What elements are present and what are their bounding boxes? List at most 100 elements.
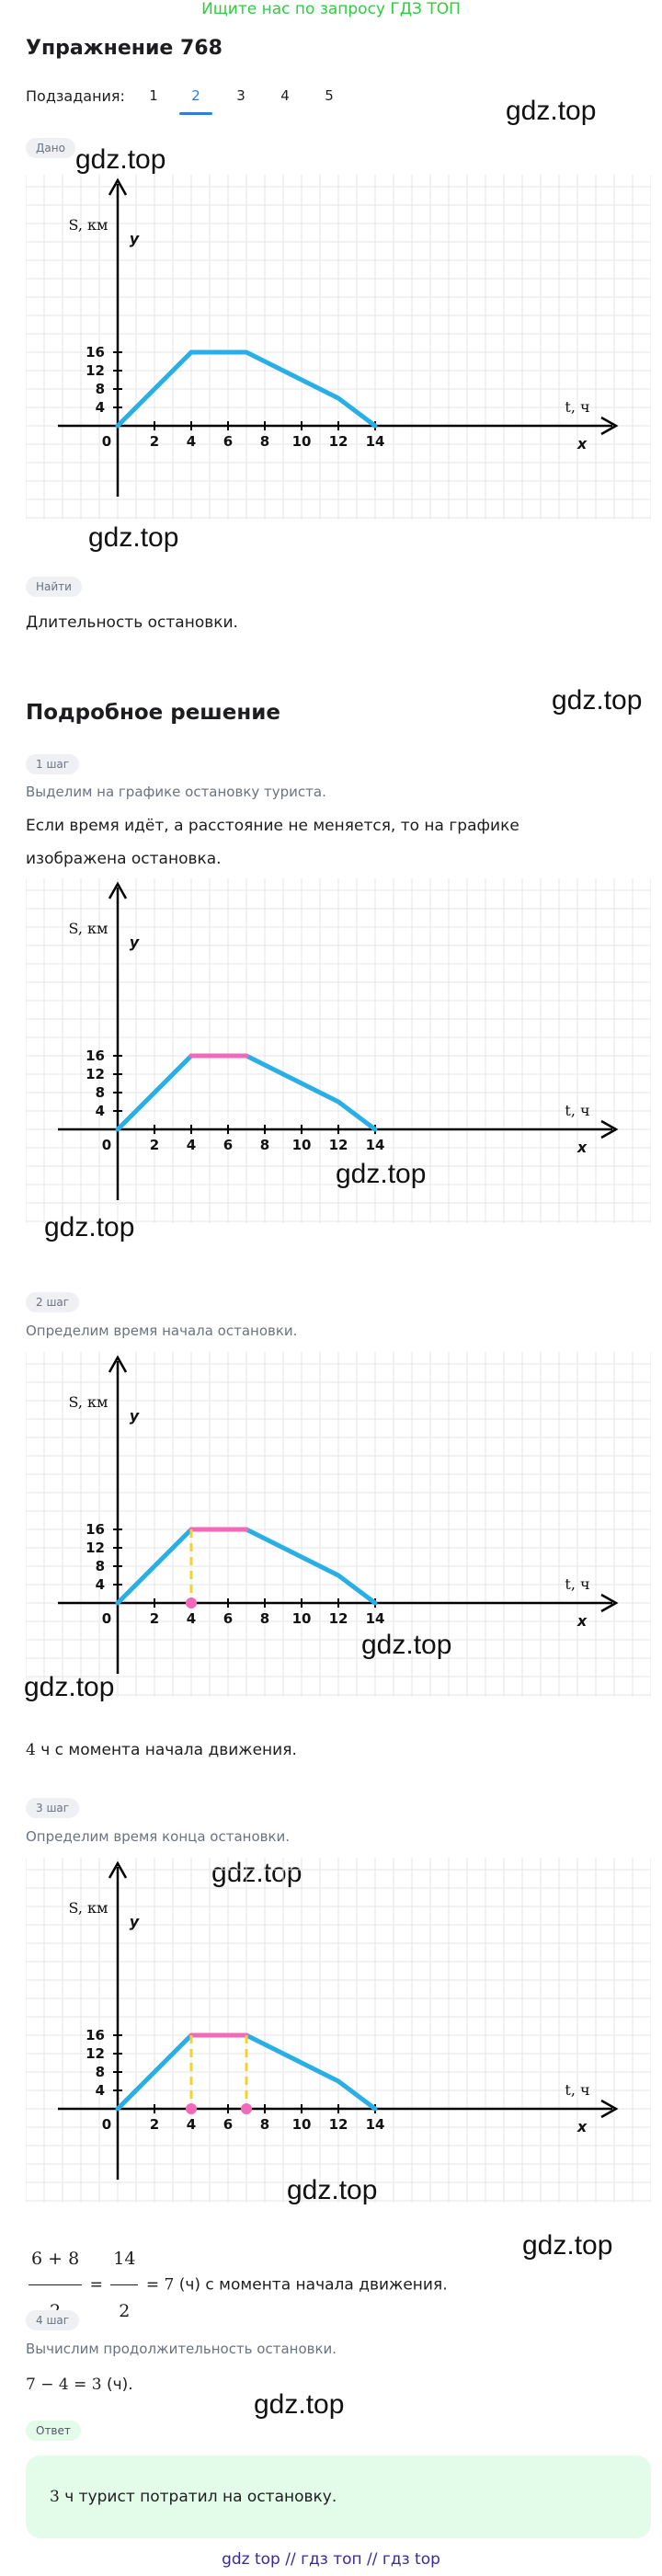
y-axis-arrow — [108, 881, 128, 899]
y-axis-label: S, км — [68, 920, 108, 937]
watermark: gdz.top — [287, 2175, 378, 2205]
x-tick-label: 6 — [223, 433, 233, 450]
y-tick-label: 8 — [96, 1084, 105, 1101]
x-tick-label: 12 — [329, 433, 348, 450]
y-tick-label: 8 — [96, 381, 105, 397]
x-tick-label: 10 — [292, 433, 312, 450]
x-tick-label: 14 — [366, 1610, 385, 1627]
step4-result: 7 − 4 = 3 (ч). — [26, 2376, 133, 2394]
search-banner: Ищите нас по запросу ГДЗ ТОП — [201, 0, 461, 18]
watermark: gdz.top — [24, 1672, 115, 1702]
x-tick-label: 6 — [223, 1137, 233, 1153]
subtask-tab-2[interactable]: 2 — [191, 87, 200, 104]
x-axis-label: t, ч — [565, 1102, 589, 1119]
origin-label: 0 — [102, 1137, 111, 1153]
origin-label: 0 — [102, 1610, 111, 1627]
x-tick-label: 4 — [187, 1137, 196, 1153]
x-tick-label: 10 — [292, 2116, 312, 2133]
step4-tag: 4 шаг — [26, 2310, 80, 2330]
solution-heading: Подробное решение — [26, 701, 280, 725]
x-axis-arrow — [600, 2099, 619, 2119]
watermark: gdz.top — [88, 522, 179, 553]
step1-subtitle: Выделим на графике остановку туриста. — [26, 784, 326, 800]
x-tick-label: 2 — [150, 433, 159, 450]
watermark: gdz.top — [75, 144, 166, 175]
y-tick-label: 8 — [96, 2064, 105, 2080]
footer-links[interactable]: gdz top // гдз топ // гдз top — [222, 2550, 440, 2569]
x-tick-label: 10 — [292, 1137, 312, 1153]
watermark: gdz.top — [522, 2230, 613, 2261]
time-marker — [186, 2103, 197, 2114]
x-axis-arrow — [600, 1119, 619, 1139]
given-tag: Дано — [26, 138, 75, 158]
subtask-tab-1[interactable]: 1 — [149, 87, 158, 104]
page-title: Упражнение 768 — [26, 37, 223, 60]
y-axis-label: S, км — [68, 1899, 108, 1917]
x-tick-label: 8 — [260, 1610, 269, 1627]
y-tick-label: 8 — [96, 1558, 105, 1574]
find-tag: Найти — [26, 577, 82, 597]
watermark: gdz.top — [211, 1858, 302, 1888]
x-axis-arrow — [600, 1593, 619, 1613]
chart-grid — [26, 878, 651, 1223]
y-tick-label: 4 — [96, 399, 105, 416]
x-tick-label: 14 — [366, 2116, 385, 2133]
x-tick-label: 2 — [150, 1610, 159, 1627]
watermark: gdz.top — [336, 1159, 427, 1189]
y-tick-label: 16 — [86, 1521, 105, 1538]
y-axis-arrow — [108, 1355, 128, 1373]
y-tick-label: 4 — [96, 2082, 105, 2099]
y-tick-label: 4 — [96, 1576, 105, 1593]
step1-tag: 1 шаг — [26, 754, 80, 774]
subtask-tab-3[interactable]: 3 — [236, 87, 245, 104]
x-tick-label: 12 — [329, 1137, 348, 1153]
x-axis-letter: x — [576, 2118, 588, 2135]
y-axis-label: S, км — [68, 216, 108, 234]
answer-box: 3 ч турист потратил на остановку. — [26, 2456, 651, 2538]
y-axis-arrow — [108, 1860, 128, 1879]
step2-subtitle: Определим время начала остановки. — [26, 1322, 298, 1339]
y-axis-letter: y — [130, 1407, 140, 1425]
time-marker — [186, 1597, 197, 1609]
y-axis-letter: y — [130, 230, 140, 247]
x-tick-label: 8 — [260, 2116, 269, 2133]
watermark: gdz.top — [361, 1630, 452, 1660]
subtask-tab-5[interactable]: 5 — [325, 87, 334, 104]
y-tick-label: 12 — [86, 2045, 105, 2062]
x-tick-label: 2 — [150, 2116, 159, 2133]
answer-tag: Ответ — [26, 2421, 81, 2441]
y-tick-label: 16 — [86, 344, 105, 361]
subtask-tab-4[interactable]: 4 — [280, 87, 290, 104]
x-tick-label: 4 — [187, 433, 196, 450]
x-axis-arrow — [600, 416, 619, 436]
step4-subtitle: Вычислим продолжительность остановки. — [26, 2341, 337, 2357]
x-axis-letter: x — [576, 435, 588, 452]
step3-result: 6 + 82 = 142 = 7 (ч) с момента начала дв… — [26, 2235, 448, 2335]
step1-text: Если время идёт, а расстояние не меняетс… — [26, 817, 519, 868]
x-tick-label: 4 — [187, 1610, 196, 1627]
fraction: 14 2 — [110, 2235, 139, 2335]
y-axis-label: S, км — [68, 1393, 108, 1411]
x-tick-label: 6 — [223, 1610, 233, 1627]
step3-tag: 3 шаг — [26, 1798, 80, 1818]
chart-grid — [26, 175, 651, 520]
x-tick-label: 12 — [329, 1610, 348, 1627]
x-axis-label: t, ч — [565, 1575, 589, 1593]
y-tick-label: 16 — [86, 2027, 105, 2044]
y-tick-label: 12 — [86, 362, 105, 379]
y-tick-label: 12 — [86, 1066, 105, 1082]
watermark: gdz.top — [44, 1212, 135, 1242]
x-tick-label: 12 — [329, 2116, 348, 2133]
y-tick-label: 16 — [86, 1048, 105, 1064]
find-text: Длительность остановки. — [26, 613, 238, 632]
chart-grid — [26, 1352, 651, 1697]
y-axis-letter: y — [130, 1913, 140, 1930]
x-tick-label: 8 — [260, 433, 269, 450]
x-tick-label: 8 — [260, 1137, 269, 1153]
watermark: gdz.top — [506, 96, 597, 126]
y-tick-label: 4 — [96, 1103, 105, 1119]
x-axis-label: t, ч — [565, 398, 589, 416]
x-tick-label: 14 — [366, 433, 385, 450]
